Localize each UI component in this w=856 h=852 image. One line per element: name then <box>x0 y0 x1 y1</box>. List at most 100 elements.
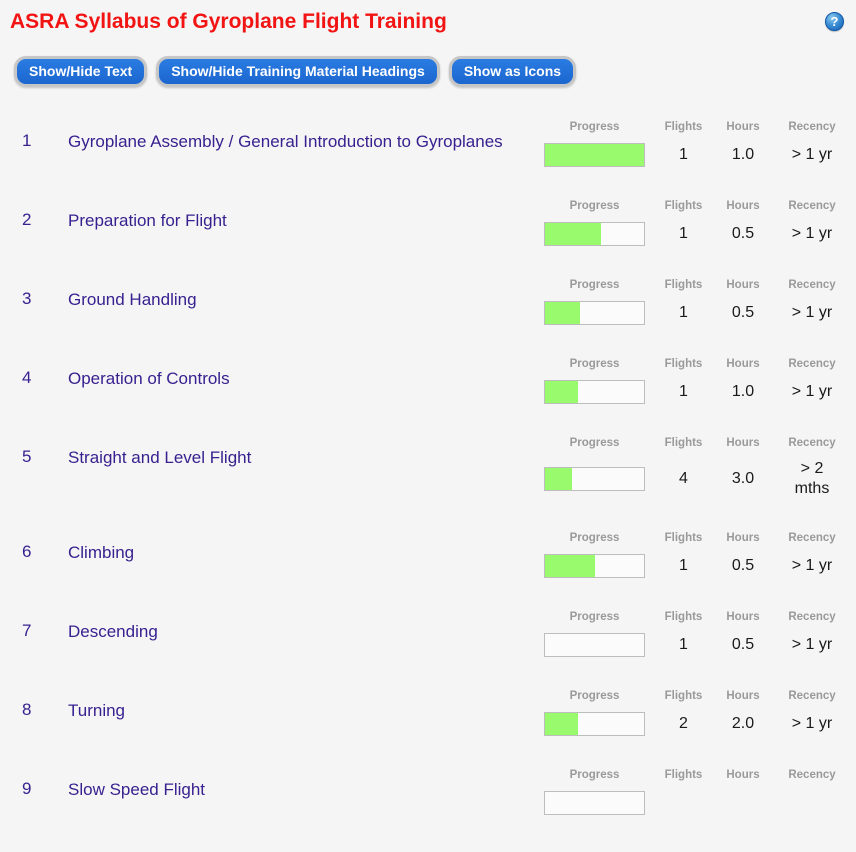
recency-value: > 2 mths <box>794 460 830 497</box>
item-number: 4 <box>22 368 32 387</box>
item-title-link[interactable]: Descending <box>68 622 158 641</box>
progress-cell <box>536 712 653 736</box>
progress-bar-fill <box>545 144 644 166</box>
hours-value: 0.5 <box>731 225 755 242</box>
progress-column-header: Progress <box>569 611 620 623</box>
item-title-link[interactable]: Climbing <box>68 543 135 562</box>
flights-column-header: Flights <box>664 532 703 544</box>
item-title-link[interactable]: Operation of Controls <box>68 369 230 388</box>
hours-value: 0.5 <box>731 304 755 321</box>
item-number: 3 <box>22 289 32 308</box>
syllabus-item: 5 Straight and Level Flight Progress Fli… <box>0 436 856 499</box>
hours-column-header: Hours <box>726 279 760 291</box>
item-title-link[interactable]: Ground Handling <box>68 290 197 309</box>
hours-value: 0.5 <box>731 636 755 653</box>
progress-column-header: Progress <box>569 769 620 781</box>
show-hide-text-button[interactable]: Show/Hide Text <box>14 56 148 87</box>
progress-cell <box>536 791 653 815</box>
progress-cell <box>536 633 653 657</box>
item-stats: Progress Flights Hours Recency <box>536 768 852 815</box>
progress-bar-fill <box>545 223 602 245</box>
flights-value: 1 <box>679 225 688 242</box>
recency-column-header: Recency <box>788 611 836 623</box>
help-icon[interactable]: ? <box>825 12 844 31</box>
item-number: 1 <box>22 131 32 150</box>
item-label-area: 7 Descending <box>0 610 536 657</box>
flights-column-header: Flights <box>664 769 703 781</box>
item-stats: Progress Flights Hours Recency 4 3.0 > 2… <box>536 436 852 499</box>
progress-bar-fill <box>545 302 580 324</box>
progress-bar-fill <box>545 381 578 403</box>
progress-cell <box>536 301 653 325</box>
flights-column-header: Flights <box>664 121 703 133</box>
recency-value: > 1 yr <box>791 557 833 574</box>
page-title: ASRA Syllabus of Gyroplane Flight Traini… <box>10 10 447 33</box>
item-number: 6 <box>22 542 32 561</box>
progress-column-header: Progress <box>569 358 620 370</box>
recency-value: > 1 yr <box>791 636 833 653</box>
hours-column-header: Hours <box>726 532 760 544</box>
progress-bar <box>544 143 645 167</box>
item-title-link[interactable]: Turning <box>68 701 126 720</box>
syllabus-item: 9 Slow Speed Flight Progress Flights Hou… <box>0 768 856 815</box>
item-number: 5 <box>22 447 32 466</box>
progress-bar-fill <box>545 555 595 577</box>
item-stats: Progress Flights Hours Recency 1 0.5 > 1… <box>536 531 852 578</box>
item-label-area: 3 Ground Handling <box>0 278 536 325</box>
progress-column-header: Progress <box>569 121 620 133</box>
show-as-icons-button[interactable]: Show as Icons <box>448 56 577 87</box>
flights-column-header: Flights <box>664 358 703 370</box>
progress-bar <box>544 222 645 246</box>
item-title-link[interactable]: Straight and Level Flight <box>68 448 252 467</box>
flights-column-header: Flights <box>664 200 703 212</box>
hours-column-header: Hours <box>726 121 760 133</box>
recency-column-header: Recency <box>788 532 836 544</box>
progress-cell <box>536 554 653 578</box>
progress-bar <box>544 712 645 736</box>
item-title-link[interactable]: Slow Speed Flight <box>68 780 206 799</box>
item-stats: Progress Flights Hours Recency 1 1.0 > 1… <box>536 120 852 167</box>
item-label-area: 2 Preparation for Flight <box>0 199 536 246</box>
progress-column-header: Progress <box>569 690 620 702</box>
recency-value: > 1 yr <box>791 146 833 163</box>
hours-value: 3.0 <box>731 470 755 487</box>
progress-cell <box>536 222 653 246</box>
flights-column-header: Flights <box>664 690 703 702</box>
show-hide-training-material-headings-button[interactable]: Show/Hide Training Material Headings <box>156 56 440 87</box>
item-label-area: 6 Climbing <box>0 531 536 578</box>
syllabus-item: 3 Ground Handling Progress Flights Hours… <box>0 278 856 325</box>
progress-bar <box>544 633 645 657</box>
recency-value: > 1 yr <box>791 225 833 242</box>
item-stats: Progress Flights Hours Recency 1 1.0 > 1… <box>536 357 852 404</box>
syllabus-item: 1 Gyroplane Assembly / General Introduct… <box>0 120 856 167</box>
syllabus-item: 7 Descending Progress Flights Hours Rece… <box>0 610 856 657</box>
page-header: ASRA Syllabus of Gyroplane Flight Traini… <box>0 0 856 34</box>
item-label-area: 9 Slow Speed Flight <box>0 768 536 815</box>
flights-value: 1 <box>679 146 688 163</box>
progress-bar-fill <box>545 468 572 490</box>
progress-bar <box>544 467 645 491</box>
hours-column-header: Hours <box>726 690 760 702</box>
hours-column-header: Hours <box>726 611 760 623</box>
progress-bar <box>544 791 645 815</box>
item-title-link[interactable]: Preparation for Flight <box>68 211 227 230</box>
syllabus-item: 6 Climbing Progress Flights Hours Recenc… <box>0 531 856 578</box>
progress-bar <box>544 554 645 578</box>
progress-cell <box>536 143 653 167</box>
flights-value: 1 <box>679 557 688 574</box>
item-title-link[interactable]: Gyroplane Assembly / General Introductio… <box>68 132 503 151</box>
hours-value: 1.0 <box>731 146 755 163</box>
item-number: 2 <box>22 210 32 229</box>
hours-column-header: Hours <box>726 769 760 781</box>
question-mark-glyph: ? <box>830 14 839 29</box>
syllabus-item: 4 Operation of Controls Progress Flights… <box>0 357 856 404</box>
flights-value: 1 <box>679 304 688 321</box>
item-label-area: 8 Turning <box>0 689 536 736</box>
flights-value: 2 <box>679 715 688 732</box>
flights-column-header: Flights <box>664 437 703 449</box>
item-number: 9 <box>22 779 32 798</box>
syllabus-item: 8 Turning Progress Flights Hours Recency… <box>0 689 856 736</box>
progress-column-header: Progress <box>569 200 620 212</box>
progress-column-header: Progress <box>569 532 620 544</box>
item-stats: Progress Flights Hours Recency 2 2.0 > 1… <box>536 689 852 736</box>
